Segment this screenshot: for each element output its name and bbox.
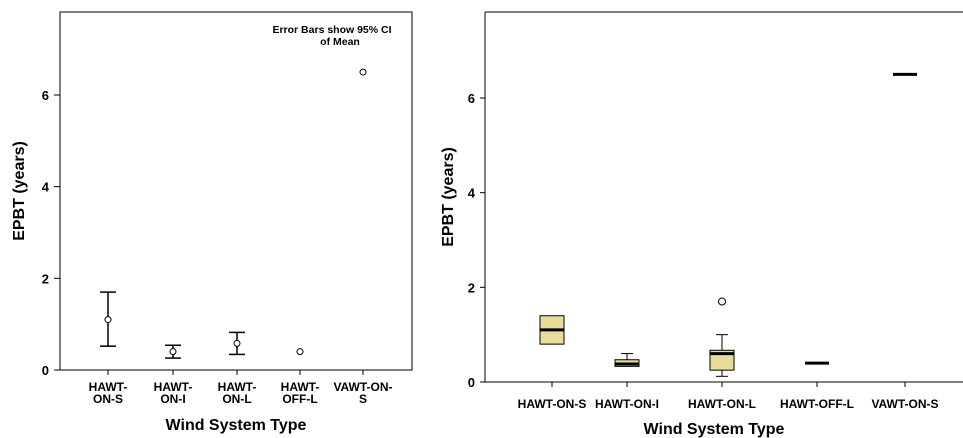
left-plot-frame bbox=[59, 11, 413, 371]
left-x-category-label: ON-I bbox=[160, 392, 185, 406]
box-outlier-point bbox=[718, 297, 726, 306]
left-x-category-label: HAWT- bbox=[154, 380, 193, 394]
right-y-axis-label: EPBT (years) bbox=[440, 147, 457, 247]
mean-point bbox=[296, 348, 304, 356]
left-x-category-label: ON-L bbox=[222, 392, 251, 406]
mean-point bbox=[104, 316, 112, 324]
right-x-category-label: HAWT-ON-S bbox=[518, 397, 587, 411]
mean-point bbox=[169, 348, 177, 356]
left-y-tick-label: 6 bbox=[42, 88, 49, 103]
right-y-ticks: 0 2 4 6 bbox=[468, 91, 485, 390]
right-x-category-label: VAWT-ON-S bbox=[871, 397, 938, 411]
left-x-category-label: ON-S bbox=[93, 392, 123, 406]
left-x-category-label: S bbox=[359, 392, 367, 406]
left-x-categories: HAWT-ON-SHAWT-ON-IHAWT-ON-LHAWT-OFF-LVAW… bbox=[89, 370, 393, 406]
left-x-category-label: OFF-L bbox=[282, 392, 317, 406]
mean-point bbox=[233, 339, 241, 347]
left-annotation-line-1: Error Bars show 95% CI bbox=[272, 24, 391, 36]
left-x-axis-label: Wind System Type bbox=[166, 417, 307, 434]
left-y-ticks: 0 2 4 6 bbox=[42, 88, 60, 378]
right-y-tick-label: 6 bbox=[468, 91, 475, 106]
mean-point bbox=[359, 68, 367, 76]
left-x-category-label: HAWT- bbox=[281, 380, 320, 394]
right-x-category-label: HAWT-OFF-L bbox=[780, 397, 854, 411]
left-y-tick-label: 2 bbox=[42, 271, 49, 286]
right-panel: 0 2 4 6 HAWT-ON-S HAWT-ON-I HAWT-ON-L HAWT-OFF… bbox=[440, 11, 963, 438]
left-error-bars bbox=[100, 68, 367, 359]
right-boxplots bbox=[539, 72, 917, 377]
right-y-tick-label: 0 bbox=[468, 375, 475, 390]
left-annotation-line-2: of Mean bbox=[320, 36, 360, 48]
left-y-tick-label: 4 bbox=[42, 180, 50, 195]
left-y-tick-label: 0 bbox=[42, 363, 49, 378]
right-x-axis-label: Wind System Type bbox=[644, 421, 785, 438]
right-y-tick-label: 4 bbox=[468, 186, 476, 201]
left-x-category-label: HAWT- bbox=[89, 380, 128, 394]
right-y-tick-label: 2 bbox=[468, 280, 475, 295]
left-y-axis-label: EPBT (years) bbox=[11, 141, 28, 241]
right-x-category-label: HAWT-ON-I bbox=[595, 397, 659, 411]
right-x-category-label: HAWT-ON-L bbox=[688, 397, 756, 411]
box-iqr bbox=[709, 349, 735, 371]
left-x-category-label: VAWT-ON- bbox=[333, 380, 392, 394]
left-x-category-label: HAWT- bbox=[218, 380, 257, 394]
right-x-categories: HAWT-ON-S HAWT-ON-I HAWT-ON-L HAWT-OFF-L VAW… bbox=[518, 382, 939, 411]
